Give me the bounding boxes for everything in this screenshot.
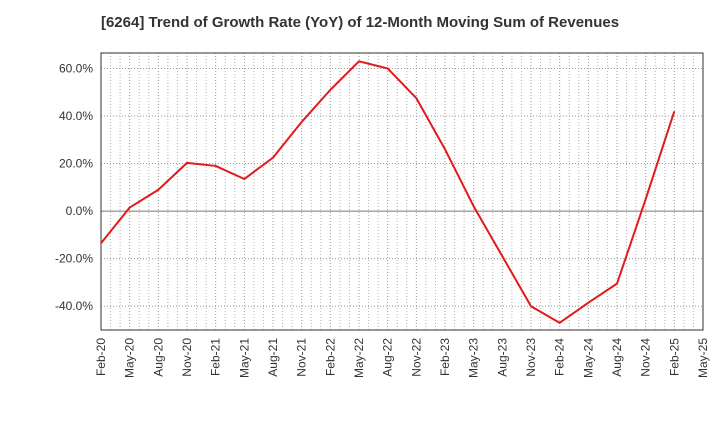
x-tick-label: Nov-20 bbox=[180, 338, 194, 377]
x-tick-label: Feb-24 bbox=[553, 338, 567, 376]
series-line bbox=[100, 60, 676, 324]
x-tick-label: May-23 bbox=[467, 338, 481, 378]
x-tick-label: Aug-23 bbox=[495, 338, 509, 377]
x-tick-label: Nov-21 bbox=[295, 338, 309, 377]
y-tick-label: 0.0% bbox=[66, 204, 94, 218]
y-tick-label: -40.0% bbox=[55, 299, 93, 313]
y-tick-label: 60.0% bbox=[59, 61, 93, 75]
y-tick-label: 20.0% bbox=[59, 157, 93, 171]
x-tick-label: Feb-23 bbox=[438, 338, 452, 376]
x-tick-label: Nov-24 bbox=[639, 338, 653, 377]
x-tick-label: May-20 bbox=[123, 338, 137, 378]
x-tick-label: Aug-24 bbox=[610, 338, 624, 377]
x-tick-label: May-25 bbox=[696, 338, 710, 378]
x-tick-label: Feb-21 bbox=[209, 338, 223, 376]
x-tick-label: Aug-22 bbox=[381, 338, 395, 377]
x-tick-label: Feb-20 bbox=[94, 338, 108, 376]
y-tick-label: -20.0% bbox=[55, 252, 93, 266]
x-tick-label: Aug-20 bbox=[151, 338, 165, 377]
x-tick-label: Aug-21 bbox=[266, 338, 280, 377]
plot-frame bbox=[100, 52, 704, 331]
x-tick-label: May-24 bbox=[581, 338, 595, 378]
x-tick-label: May-22 bbox=[352, 338, 366, 378]
x-tick-label: Feb-22 bbox=[323, 338, 337, 376]
x-tick-label: Feb-25 bbox=[667, 338, 681, 376]
chart-title: [6264] Trend of Growth Rate (YoY) of 12-… bbox=[100, 14, 620, 31]
x-tick-label: May-21 bbox=[237, 338, 251, 378]
x-tick-label: Nov-23 bbox=[524, 338, 538, 377]
y-tick-label: 40.0% bbox=[59, 109, 93, 123]
x-tick-label: Nov-22 bbox=[409, 338, 423, 377]
